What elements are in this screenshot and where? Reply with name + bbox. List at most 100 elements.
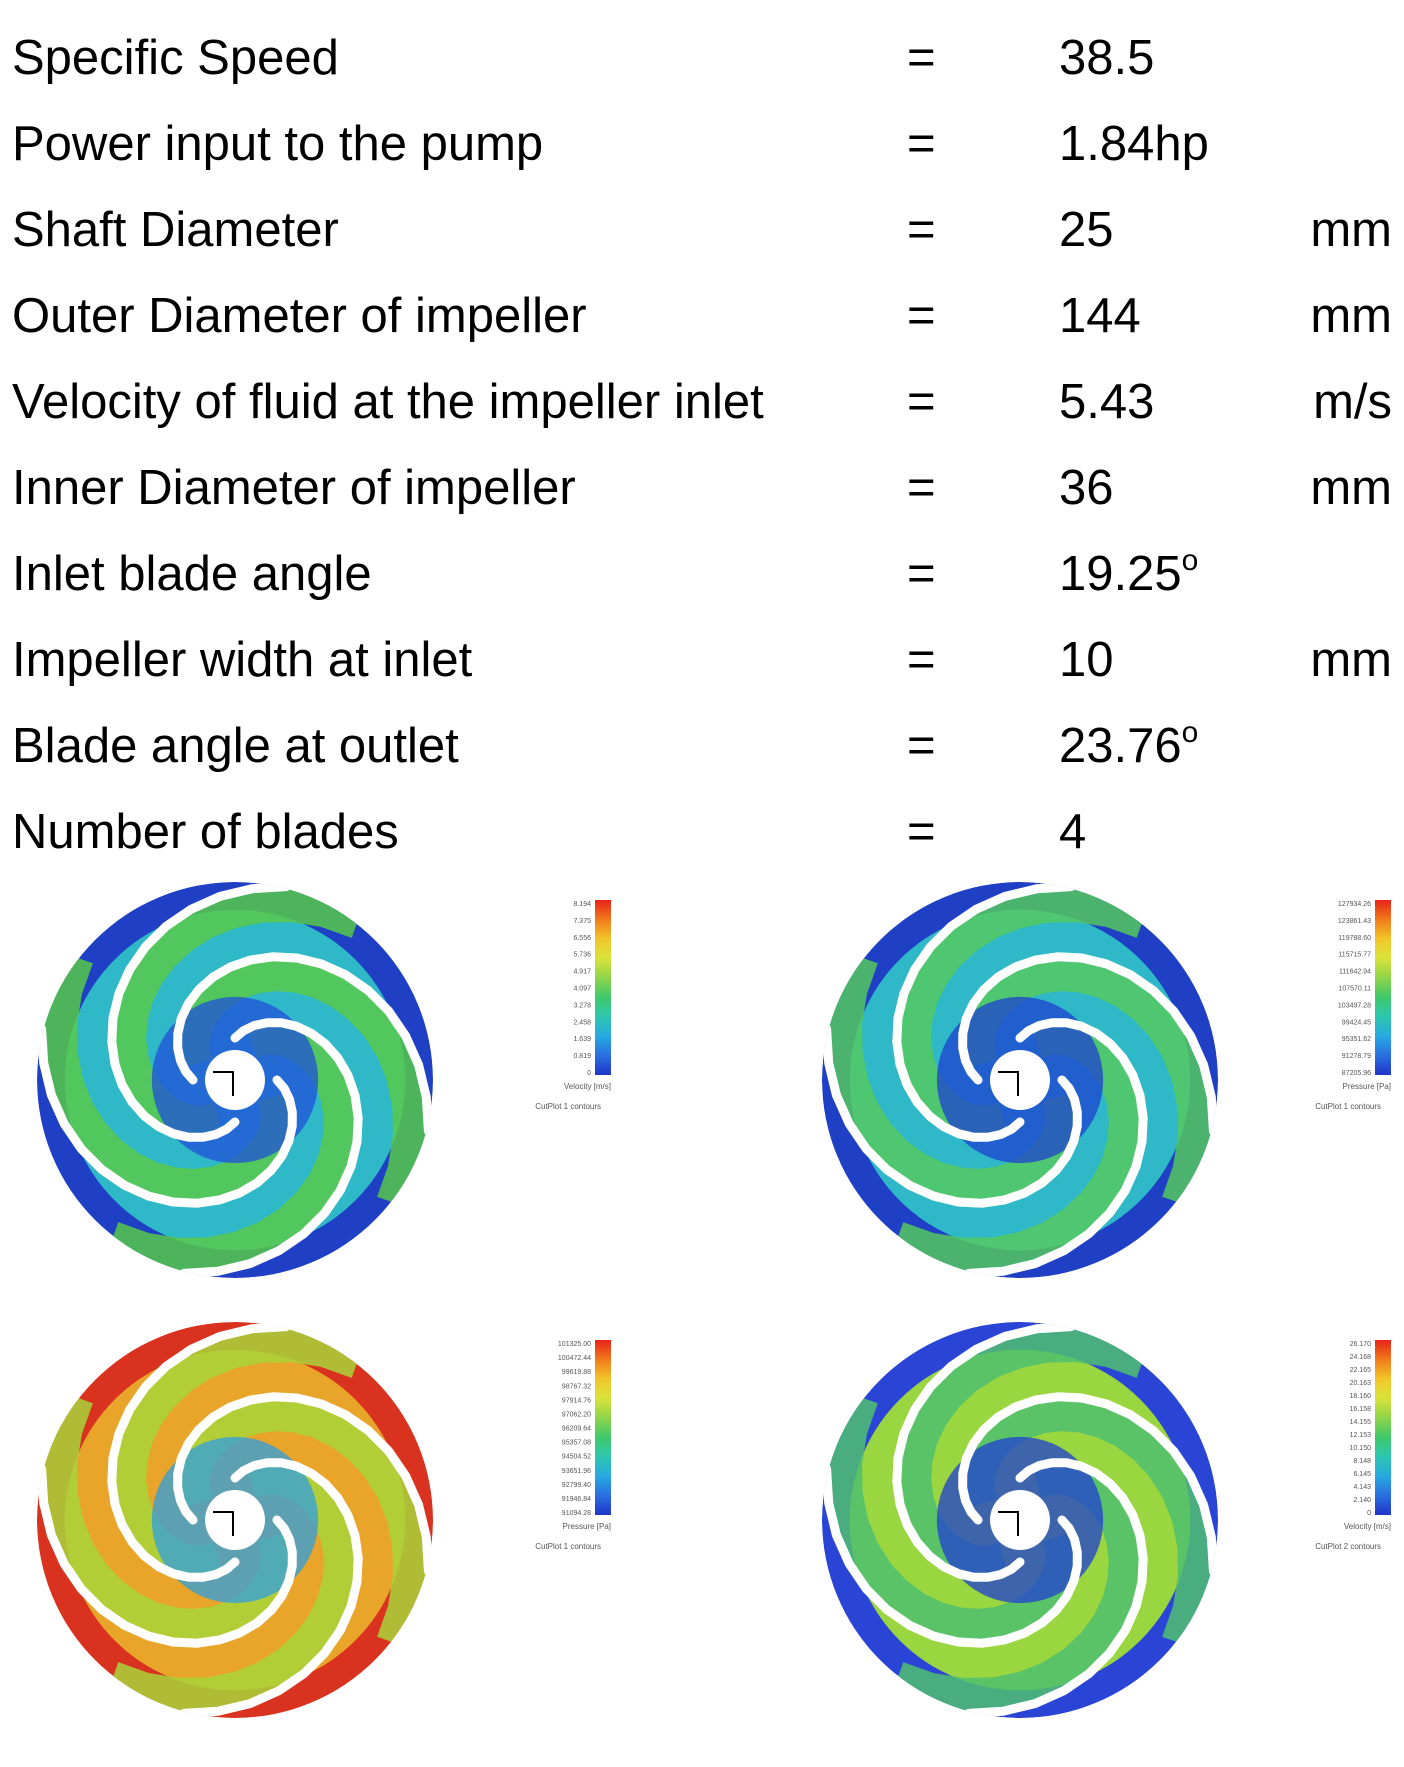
- colorbar-tick-label: 91946.84: [562, 1496, 591, 1503]
- impeller-blade: [107, 882, 291, 1142]
- spec-value: 10: [1059, 620, 1114, 700]
- colorbar-tick-label: 87205.96: [1342, 1070, 1371, 1077]
- spec-value: 1.84hp: [1059, 104, 1209, 184]
- spec-label: Blade angle at outlet: [12, 719, 459, 773]
- spec-label: Outer Diameter of impeller: [12, 289, 587, 343]
- equals-sign: =: [907, 547, 936, 601]
- colorbar-tick-label: 97062.20: [562, 1411, 591, 1418]
- shaft-hole: [205, 1490, 265, 1550]
- colorbar: [595, 1340, 611, 1515]
- spec-value: 144: [1059, 276, 1141, 356]
- equals-sign: =: [907, 289, 936, 343]
- colorbar-tick-label: 94504.52: [562, 1454, 591, 1461]
- colorbar-tick-label: 6.556: [573, 935, 591, 942]
- colorbar: [595, 900, 611, 1075]
- colorbar-tick-label: 95357.08: [562, 1440, 591, 1447]
- colorbar-tick-label: 103497.28: [1338, 1002, 1371, 1009]
- impeller-blade: [173, 1392, 433, 1576]
- spec-value: 36: [1059, 448, 1114, 528]
- colorbar-tick-label: 96209.64: [562, 1426, 591, 1433]
- spec-label: Specific Speed: [12, 31, 339, 85]
- impeller-blade: [173, 952, 433, 1136]
- colorbar-title: Pressure [Pa]: [1343, 1082, 1391, 1091]
- colorbar-tick-label: 0: [587, 1070, 591, 1077]
- colorbar-tick-label: 92799.40: [562, 1482, 591, 1489]
- colorbar-title: Velocity [m/s]: [564, 1082, 611, 1091]
- spec-value-number: 10: [1059, 633, 1114, 687]
- spec-value-number: 23.76: [1059, 719, 1182, 773]
- cfd-contour-figure: 8.194 7.375 6.556 5.736 4.917 4.097 3.278 2.458…: [20, 880, 1394, 1760]
- pump-specifications: Specific Speed = 38.5 Power input to the pu…: [12, 18, 1392, 878]
- spec-label: Power input to the pump: [12, 117, 544, 171]
- plot-name-label: CutPlot 2 contours: [1315, 1542, 1381, 1551]
- colorbar-tick-label: 5.736: [573, 952, 591, 959]
- equals-sign: =: [907, 117, 936, 171]
- impeller-blade: [179, 1018, 363, 1278]
- shaft-hole: [990, 1050, 1050, 1110]
- axis-triad-icon: [213, 1071, 234, 1096]
- impeller-contour-plot: 127934.26 123861.43 119788.60 115715.77 1116…: [822, 882, 1391, 1278]
- colorbar-tick-label: 107570.11: [1338, 986, 1371, 993]
- spec-row: Inner Diameter of impeller = 36 mm: [12, 448, 1392, 534]
- spec-row: Shaft Diameter = 25 mm: [12, 190, 1392, 276]
- impeller-blade: [822, 1024, 1082, 1208]
- equals-sign: =: [907, 719, 936, 773]
- colorbar-tick-label: 119788.60: [1338, 935, 1371, 942]
- colorbar-tick-label: 16.158: [1350, 1406, 1372, 1413]
- equals-sign: =: [907, 461, 936, 515]
- colorbar-tick-label: 91278.79: [1342, 1053, 1371, 1060]
- impeller-blade: [892, 1322, 1076, 1582]
- spec-value: 4: [1059, 792, 1086, 872]
- plot-name-label: CutPlot 1 contours: [535, 1102, 601, 1111]
- colorbar-tick-label: 115715.77: [1338, 952, 1371, 959]
- impeller-blade: [958, 1392, 1218, 1576]
- spec-value-number: 5.43: [1059, 375, 1155, 429]
- spec-value: 25: [1059, 190, 1114, 270]
- impeller-contour-plot: 26.170 24.168 22.165 20.163 18.160 16.158 14.1…: [822, 1322, 1391, 1718]
- colorbar-tick-label: 7.375: [573, 918, 591, 925]
- impeller-blade: [892, 882, 1076, 1142]
- axis-triad-icon: [998, 1071, 1019, 1096]
- spec-value-number: 144: [1059, 289, 1141, 343]
- colorbar-tick-label: 111642.94: [1339, 969, 1371, 976]
- colorbar-tick-label: 99424.45: [1342, 1019, 1371, 1026]
- equals-sign: =: [907, 31, 936, 85]
- colorbar-tick-label: 22.165: [1350, 1367, 1372, 1374]
- colorbar-tick-label: 99619.88: [562, 1369, 591, 1376]
- degree-symbol: o: [1181, 716, 1199, 749]
- spec-row: Specific Speed = 38.5: [12, 18, 1392, 104]
- colorbar-tick-label: 24.168: [1350, 1354, 1372, 1361]
- equals-sign: =: [907, 375, 936, 429]
- impeller-blade: [107, 1322, 291, 1582]
- colorbar-tick-label: 123861.43: [1338, 918, 1371, 925]
- colorbar-tick-label: 100472.44: [558, 1355, 591, 1362]
- spec-value-number: 4: [1059, 805, 1087, 859]
- spec-row: Impeller width at inlet = 10 mm: [12, 620, 1392, 706]
- spec-row: Outer Diameter of impeller = 144 mm: [12, 276, 1392, 362]
- colorbar-tick-label: 8.194: [573, 901, 591, 908]
- spec-value-number: 19.25: [1059, 547, 1182, 601]
- impeller-contour-plot: 101325.00 100472.44 99619.88 98767.32 97914.…: [37, 1322, 611, 1718]
- colorbar-tick-label: 91094.28: [562, 1510, 591, 1517]
- axis-triad-icon: [213, 1511, 234, 1536]
- colorbar-tick-label: 12.153: [1350, 1432, 1372, 1439]
- spec-row: Blade angle at outlet = 23.76o: [12, 706, 1392, 792]
- colorbar-tick-label: 3.278: [573, 1002, 591, 1009]
- spec-unit: mm: [1310, 289, 1392, 343]
- colorbar-tick-label: 4.143: [1353, 1484, 1371, 1491]
- colorbar-tick-label: 8.148: [1353, 1458, 1371, 1465]
- colorbar-tick-label: 2.140: [1353, 1497, 1371, 1504]
- colorbar: [1375, 1340, 1391, 1515]
- spec-value: 38.5: [1059, 18, 1154, 98]
- contour-plots-svg: 8.194 7.375 6.556 5.736 4.917 4.097 3.278 2.458…: [37, 882, 1391, 1718]
- spec-label: Inlet blade angle: [12, 547, 372, 601]
- colorbar-tick-label: 1.639: [573, 1036, 591, 1043]
- spec-value-number: 25: [1059, 203, 1114, 257]
- contour-field: [822, 882, 1218, 1278]
- colorbar-tick-label: 2.458: [573, 1019, 591, 1026]
- colorbar-tick-label: 20.163: [1350, 1380, 1372, 1387]
- colorbar-tick-label: 0.819: [573, 1053, 591, 1060]
- shaft-hole: [205, 1050, 265, 1110]
- colorbar: [1375, 900, 1391, 1075]
- equals-sign: =: [907, 805, 936, 859]
